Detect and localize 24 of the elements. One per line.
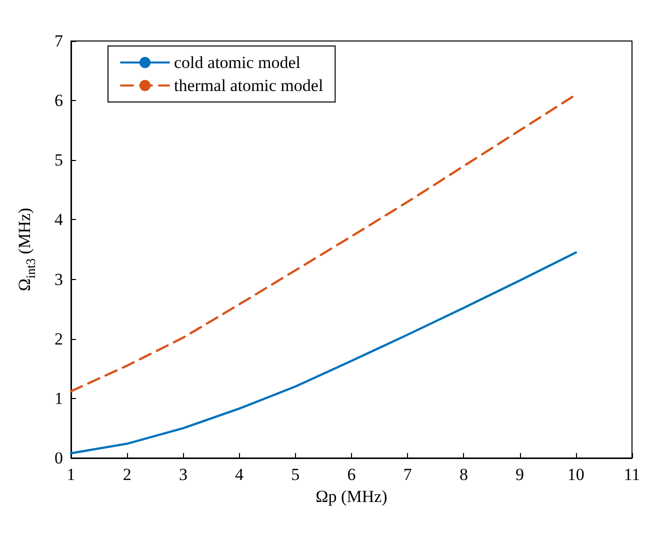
y-tick-label: 1 [54,388,63,408]
x-tick-label: 6 [347,465,356,484]
x-tick-label: 1 [66,465,76,484]
y-tick-label: 6 [54,91,63,110]
x-tick-label: 2 [122,465,132,484]
y-tick-label: 0 [54,448,63,468]
y-axis-title: Ωint3 (MHz) [15,208,38,292]
x-axis-title: Ωp (MHz) [316,486,388,506]
x-tick-label: 5 [291,465,300,484]
x-tick-label: 9 [516,465,524,484]
x-tick-label: 7 [403,465,412,484]
legend-label: thermal atomic model [174,76,324,95]
x-tick-label: 8 [459,465,468,484]
x-tick-label: 4 [235,465,244,484]
y-tick-label: 7 [54,32,64,50]
x-tick-label: 3 [178,465,188,484]
y-tick-label: 5 [54,150,63,170]
y-tick-label: 3 [54,270,63,289]
y-tick-label: 4 [54,210,64,230]
x-tick-label: 10 [567,465,584,484]
legend-label: cold atomic model [174,53,301,72]
line-series [70,251,577,454]
y-tick-label: 2 [54,329,63,348]
x-tick-label: 11 [624,465,640,484]
